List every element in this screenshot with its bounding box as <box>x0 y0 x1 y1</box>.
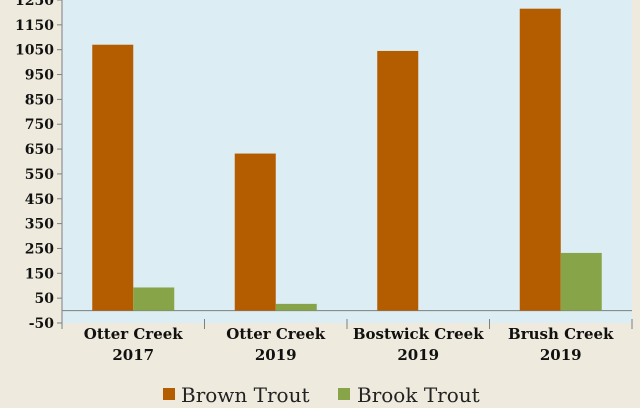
y-tick-label: 1250 <box>15 0 54 9</box>
bar-brown-trout-2 <box>377 50 419 311</box>
y-tick-label: 250 <box>25 241 54 257</box>
y-tick-label: 50 <box>35 291 55 307</box>
y-tick-label: 350 <box>25 217 54 233</box>
x-category-label: 2019 <box>255 346 297 364</box>
y-tick-label: 450 <box>25 192 54 208</box>
x-category-label: Brush Creek <box>508 325 614 343</box>
bar-brown-trout-0 <box>92 44 134 311</box>
y-tick-label: 150 <box>25 266 54 282</box>
x-category-label: Otter Creek <box>84 325 184 343</box>
bar-brown-trout-1 <box>234 153 276 311</box>
y-tick-label: 950 <box>25 68 54 84</box>
x-category-label: 2019 <box>397 346 439 364</box>
x-category-label: Otter Creek <box>226 325 326 343</box>
y-tick-label: 550 <box>25 167 54 183</box>
x-category-label: 2017 <box>112 346 154 364</box>
y-tick-label: -50 <box>29 316 55 332</box>
bars <box>92 8 602 311</box>
legend-label: Brown Trout <box>181 383 310 407</box>
x-category-label: 2019 <box>540 346 582 364</box>
legend: Brown Trout Brook Trout <box>163 383 480 407</box>
bar-brook-trout-3 <box>560 252 602 311</box>
legend-label: Brook Trout <box>357 383 480 407</box>
y-tick-label: 1150 <box>15 18 54 34</box>
y-tick-label: 850 <box>25 92 54 108</box>
x-axis: Otter Creek 2017 Otter Creek 2019 Bostwick C… <box>61 319 633 364</box>
x-category-label: Bostwick Creek <box>353 325 484 343</box>
y-tick-label: 1050 <box>15 43 54 59</box>
y-axis: -50 50 150 250 350 450 550 650 750 850 950 1050 1150… <box>15 0 632 332</box>
bar-brook-trout-0 <box>133 287 175 311</box>
legend-swatch <box>163 388 175 400</box>
y-tick-label: 750 <box>25 117 54 133</box>
legend-swatch <box>338 388 350 400</box>
bar-brown-trout-3 <box>519 8 561 311</box>
y-tick-label: 650 <box>25 142 54 158</box>
bar-brook-trout-1 <box>275 303 317 311</box>
